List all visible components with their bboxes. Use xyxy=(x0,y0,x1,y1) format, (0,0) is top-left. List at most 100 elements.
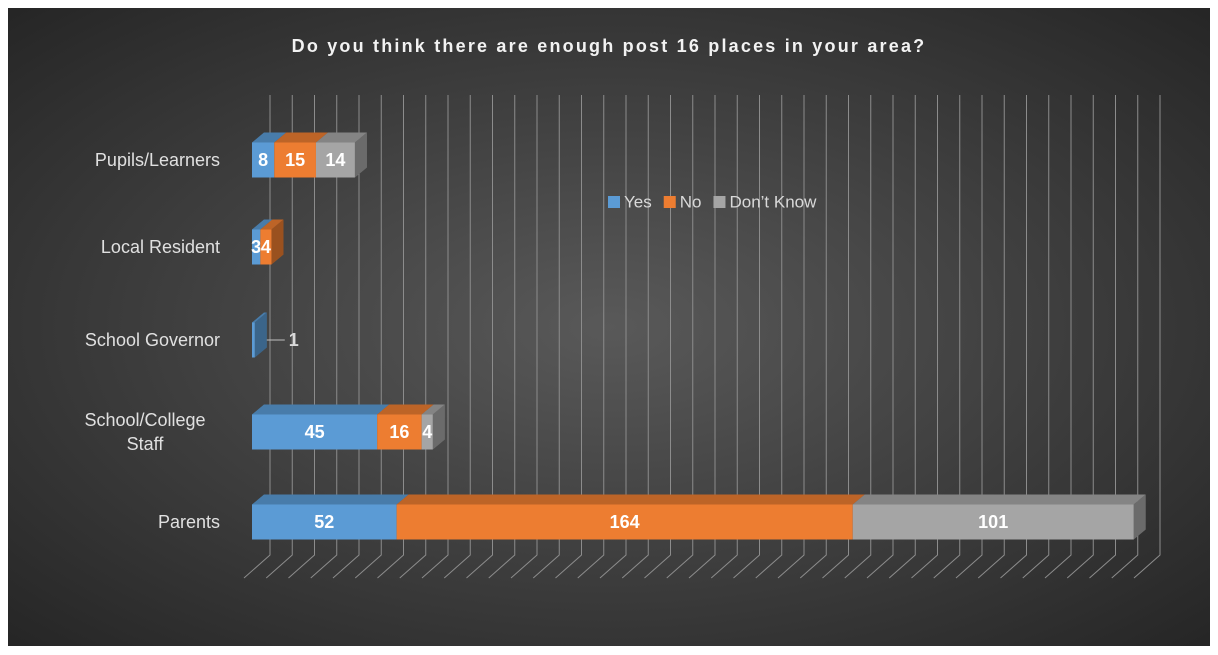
grid-line xyxy=(1111,95,1139,579)
grid-line xyxy=(644,95,671,579)
data-label: 14 xyxy=(325,150,345,170)
bar-top-face xyxy=(421,404,445,415)
chart-background xyxy=(8,8,1210,646)
bar-side-shade xyxy=(254,312,267,358)
bar-top-shade xyxy=(377,404,434,415)
grid-line xyxy=(888,95,916,579)
grid-line xyxy=(399,95,427,579)
data-label: 4 xyxy=(261,237,271,257)
legend-label: No xyxy=(680,192,702,211)
bar-top-face xyxy=(260,219,284,230)
grid-line xyxy=(688,95,716,579)
bar xyxy=(377,414,422,450)
bar xyxy=(252,229,261,265)
grid-line xyxy=(777,95,805,579)
legend-swatch xyxy=(713,196,726,208)
grid-line xyxy=(844,95,872,579)
bar-top-shade xyxy=(252,312,267,323)
bar xyxy=(396,504,853,540)
bar xyxy=(252,414,378,450)
bar-top-shade xyxy=(252,132,287,143)
bar-side-face xyxy=(271,219,284,265)
bar xyxy=(252,142,275,178)
data-label: 16 xyxy=(389,422,409,442)
bar-top-face xyxy=(274,132,328,143)
category-label: Local Resident xyxy=(100,237,220,257)
bar-side-shade xyxy=(432,404,445,450)
data-label: 4 xyxy=(422,422,432,442)
bar-side-face xyxy=(432,404,445,450)
grid-line xyxy=(911,95,938,579)
grid-line xyxy=(532,95,560,579)
legend-label: Don’t Know xyxy=(729,192,817,211)
chart-title: Do you think there are enough post 16 pl… xyxy=(292,36,927,56)
grid-line xyxy=(265,95,293,579)
category-label: Parents xyxy=(157,512,220,532)
bar xyxy=(252,322,255,358)
data-label: 52 xyxy=(314,512,334,532)
grid-line xyxy=(510,95,538,579)
grid-line xyxy=(421,95,449,579)
bar-top-shade xyxy=(252,219,273,230)
grid-line xyxy=(1022,95,1050,579)
data-label: 1 xyxy=(289,330,299,350)
bar-top-face xyxy=(377,404,434,415)
grid-line xyxy=(1000,95,1027,579)
data-label: 15 xyxy=(285,150,305,170)
bar-top-shade xyxy=(252,494,409,505)
grid-line xyxy=(1133,95,1161,579)
grid-line xyxy=(933,95,961,579)
grid-line xyxy=(310,95,338,579)
bar-top-face xyxy=(396,494,865,505)
bar-top-shade xyxy=(315,132,367,143)
bar-top-face xyxy=(252,404,390,415)
bar-top-face xyxy=(252,494,409,505)
bar-top-shade xyxy=(852,494,1146,505)
data-label: 164 xyxy=(610,512,640,532)
bar-top-shade xyxy=(274,132,328,143)
bar xyxy=(421,414,433,450)
grid-line xyxy=(599,95,627,579)
category-label: School Governor xyxy=(84,330,220,350)
category-label: School/College Staff xyxy=(84,410,206,454)
data-label: 45 xyxy=(305,422,325,442)
category-label: Pupils/Learners xyxy=(94,150,220,170)
legend-swatch xyxy=(608,196,620,208)
grid-line xyxy=(443,95,471,579)
grid-line xyxy=(977,95,1005,579)
bar-top-face xyxy=(252,219,273,230)
grid-line xyxy=(621,95,649,579)
bar-side-shade xyxy=(1133,494,1146,540)
bar xyxy=(252,504,397,540)
grid-line xyxy=(488,95,516,579)
grid-line xyxy=(666,95,694,579)
legend-label: Yes xyxy=(624,192,652,211)
bar-top-face xyxy=(252,312,267,323)
grid-line xyxy=(866,95,894,579)
grid-line xyxy=(288,95,315,579)
grid-line xyxy=(955,95,983,579)
bar-top-shade xyxy=(396,494,865,505)
grid-line xyxy=(332,95,360,579)
grid-line xyxy=(799,95,827,579)
grid-line xyxy=(1044,95,1072,579)
legend-swatch xyxy=(663,196,676,208)
grid-line xyxy=(377,95,404,579)
bar xyxy=(852,504,1134,540)
grid-line xyxy=(466,95,493,579)
grid-line xyxy=(1066,95,1094,579)
bar-top-face xyxy=(315,132,367,143)
bar-top-shade xyxy=(421,404,445,415)
grid-line xyxy=(755,95,783,579)
data-label: 101 xyxy=(978,512,1008,532)
bar xyxy=(315,142,355,178)
grid-line xyxy=(555,95,582,579)
bar-top-shade xyxy=(260,219,284,230)
bar-side-shade xyxy=(354,132,367,178)
bar-top-face xyxy=(852,494,1146,505)
grid-line xyxy=(733,95,760,579)
bar xyxy=(260,229,272,265)
bar-side-face xyxy=(1133,494,1146,540)
